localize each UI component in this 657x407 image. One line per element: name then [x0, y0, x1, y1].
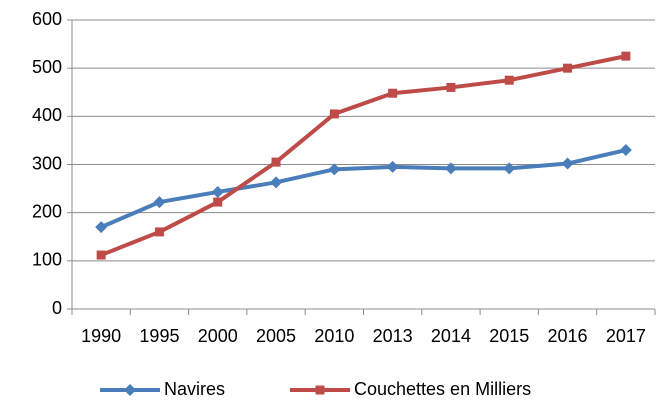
point [329, 109, 339, 119]
x-tick-label: 2015 [489, 326, 529, 346]
x-tick-label: 2016 [548, 326, 588, 346]
point [563, 63, 573, 73]
y-tick-label: 300 [32, 153, 62, 173]
point [503, 162, 516, 175]
y-tick-label: 0 [52, 298, 62, 318]
point [561, 157, 574, 170]
point [271, 157, 281, 167]
legend-label: Couchettes en Milliers [354, 379, 531, 399]
point [386, 160, 399, 173]
point [621, 51, 631, 61]
point [154, 227, 164, 237]
point [96, 250, 106, 260]
x-tick-label: 2014 [431, 326, 471, 346]
point [446, 82, 456, 92]
point [328, 163, 341, 176]
x-tick-label: 2000 [198, 326, 238, 346]
legend-label: Navires [164, 379, 225, 399]
y-tick-label: 200 [32, 201, 62, 221]
series-line [100, 54, 627, 257]
x-tick-label: 1990 [81, 326, 121, 346]
y-tick-label: 500 [32, 57, 62, 77]
point [444, 162, 457, 175]
point [270, 176, 283, 189]
x-tick-label: 2010 [314, 326, 354, 346]
x-tick-label: 2017 [606, 326, 646, 346]
point [504, 75, 514, 85]
point [388, 88, 398, 98]
y-tick-label: 400 [32, 105, 62, 125]
point [124, 384, 136, 396]
point [153, 196, 166, 209]
point [213, 197, 223, 207]
x-tick-label: 2013 [373, 326, 413, 346]
y-tick-label: 600 [32, 9, 62, 29]
point [619, 144, 632, 157]
point [95, 221, 108, 234]
point [315, 385, 325, 395]
x-tick-label: 1995 [139, 326, 179, 346]
point [211, 185, 224, 198]
y-tick-label: 100 [32, 250, 62, 270]
series-line [100, 148, 627, 229]
x-tick-label: 2005 [256, 326, 296, 346]
